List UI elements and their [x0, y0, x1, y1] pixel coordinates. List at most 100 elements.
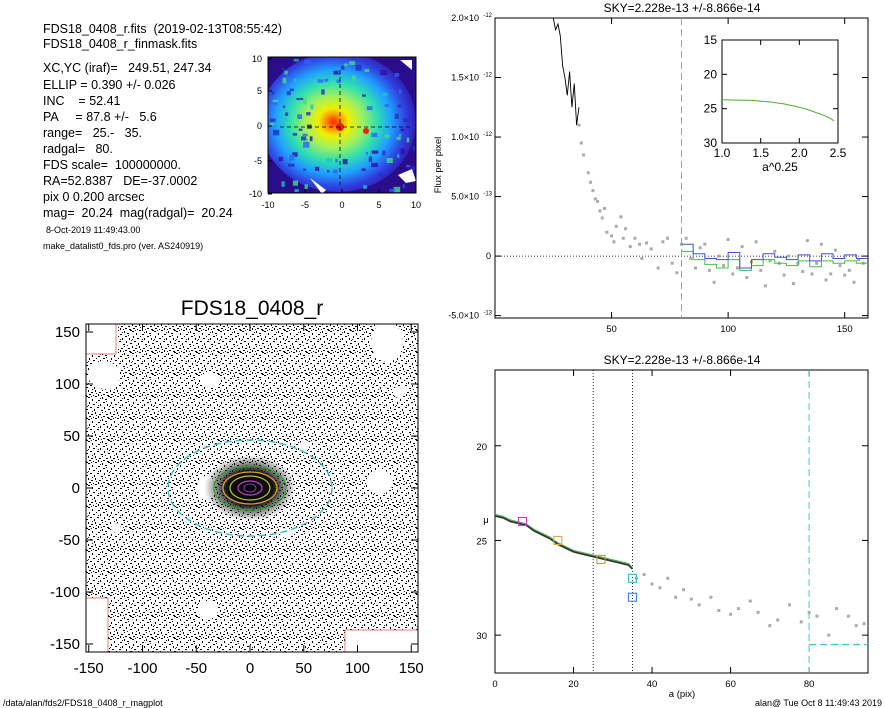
flux-point [787, 254, 791, 258]
flux-point [703, 242, 707, 246]
flux-point [593, 197, 597, 201]
flux-ytick-label: 1.0×10 [451, 132, 479, 142]
header-line: PA = 87.8 +/- 5.6 [43, 110, 157, 124]
header-line: radgal= 80. [43, 142, 113, 156]
flux-ytick-exponent: -13 [483, 192, 492, 198]
mu-point [827, 633, 831, 637]
isophote-marker [517, 516, 528, 527]
flux-point [656, 266, 660, 270]
flux-point [638, 242, 642, 246]
flux-point [621, 236, 625, 240]
header-line: range= 25.- 35. [43, 126, 142, 140]
flux-point [605, 230, 609, 234]
mu-point [815, 614, 819, 618]
inset-xtick-label: 1.5 [752, 146, 769, 160]
mu-point [736, 607, 740, 611]
flux-point [815, 261, 819, 265]
thumb-xtick-label: 5 [376, 200, 381, 210]
flux-point [726, 237, 730, 241]
galaxy-ytick-label: -150 [50, 636, 80, 653]
flux-point [843, 273, 847, 277]
flux-panel-title: SKY=2.228e-13 +/-8.866e-14 [604, 1, 761, 15]
inset-ytick-label: 20 [704, 67, 718, 81]
flux-ytick-exponent: -13 [483, 311, 492, 317]
flux-ytick-label: 5.0×10 [451, 192, 479, 202]
inset-xlabel: a^0.25 [762, 160, 798, 174]
mu-panel-title: SKY=2.228e-13 +/-8.866e-14 [604, 353, 761, 367]
flux-ytick-label: 1.5×10 [451, 73, 479, 83]
flux-point [670, 261, 674, 265]
flux-point [810, 272, 814, 276]
mu-ylabel: μ [483, 515, 488, 526]
flux-point [689, 256, 693, 260]
galaxy-ytick-label: -50 [58, 532, 80, 549]
flux-point [745, 276, 749, 280]
flux-point [610, 234, 614, 238]
flux-xtick-label: 100 [720, 324, 736, 335]
header-line: FDS18_0408_r.fits (2019-02-13T08:55:42) [43, 22, 282, 36]
inset-frame [721, 39, 839, 144]
galaxy-xtick-label: -150 [74, 660, 104, 677]
flux-step-series [681, 243, 868, 269]
footer-path: /data/alan/fds2/FDS18_0408_r_magplot [3, 698, 163, 708]
flux-point [675, 271, 679, 275]
mu-point [650, 582, 654, 586]
flux-point [612, 240, 616, 244]
flux-point [649, 247, 653, 251]
thumb-ytick-label: 0 [257, 121, 262, 131]
galaxy-xtick-label: -100 [127, 660, 157, 677]
mu-point [709, 595, 713, 599]
flux-point [782, 273, 786, 277]
flux-point [773, 249, 777, 253]
thumb-ytick-label: -10 [249, 189, 262, 199]
flux-point [586, 171, 590, 175]
flux-point [591, 189, 595, 193]
flux-point [666, 236, 670, 240]
isophote-marker [553, 535, 563, 545]
mu-xtick-label: 40 [647, 679, 658, 690]
flux-point [847, 268, 851, 272]
header-line: FDS scale= 100000000. [43, 158, 181, 172]
header-info: FDS18_0408_r.fits (2019-02-13T08:55:42) F… [43, 22, 282, 220]
header-line: XC,YC (iraf)= 249.51, 247.34 [43, 61, 212, 75]
mu-point [729, 612, 733, 616]
flux-point [740, 245, 744, 249]
flux-point [693, 266, 697, 270]
flux-ylabel: Flux per pixel [433, 137, 444, 194]
flux-point [717, 254, 721, 258]
galaxy-title: FDS18_0408_r [181, 297, 323, 320]
flux-point [759, 268, 763, 272]
flux-point [754, 240, 758, 244]
flux-profile-panel: SKY=2.228e-13 +/-8.866e-14 Flux per pixe… [433, 1, 869, 335]
thumb-xtick-label: -5 [301, 200, 309, 210]
flux-point [824, 278, 828, 282]
flux-point [589, 180, 593, 184]
thumb-ytick-label: 5 [257, 86, 262, 96]
header-line: INC = 52.41 [43, 94, 121, 108]
mu-point [666, 576, 670, 580]
mu-point [787, 603, 791, 607]
flux-point [628, 245, 632, 249]
mu-point [835, 607, 839, 611]
flux-point [829, 272, 833, 276]
flux-point [768, 259, 772, 263]
mu-ytick-label: 30 [476, 631, 487, 642]
flux-point [721, 264, 725, 268]
inset-xtick-label: 2.5 [830, 146, 847, 160]
mu-xtick-label: 80 [804, 679, 815, 690]
flux-point [731, 272, 735, 276]
flux-point [833, 248, 837, 252]
inset-profile-line [721, 99, 835, 122]
flux-point [805, 239, 809, 243]
isophote-marker [627, 592, 637, 602]
isophote-marker [596, 554, 606, 564]
header-line: mag= 20.24 mag(radgal)= 20.24 [43, 206, 233, 220]
flux-ytick-exponent: -12 [483, 132, 492, 138]
flux-ytick-label: 0 [486, 251, 491, 261]
inset-xtick-label: 2.0 [791, 146, 808, 160]
galaxy-ytick-label: 50 [63, 428, 80, 445]
galaxy-ytick-label: -100 [50, 584, 80, 601]
flux-point [661, 240, 665, 244]
mu-point [776, 618, 780, 622]
surface-brightness-panel: SKY=2.228e-13 +/-8.866e-14 μ a (pix) 20 2… [476, 353, 869, 700]
